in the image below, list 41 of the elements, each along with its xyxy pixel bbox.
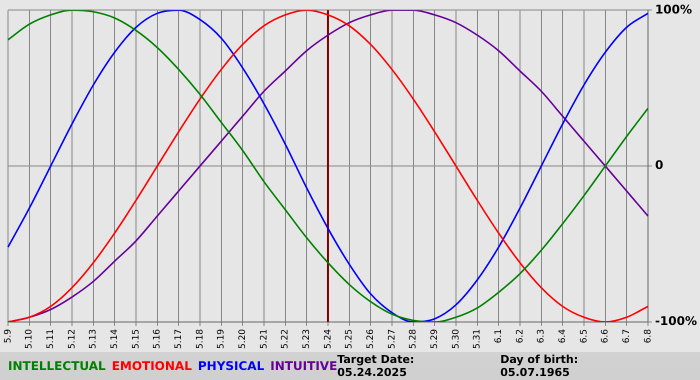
x-tick-label: 5.9 <box>3 328 14 344</box>
x-tick-label: 5.20 <box>238 328 248 350</box>
x-tick-label: 5.25 <box>344 328 355 350</box>
text: Target Date: 05.24.2025 <box>337 353 416 379</box>
x-tick-label: 6.7 <box>622 328 632 344</box>
x-tick-label: 5.19 <box>216 328 227 350</box>
x-tick-label: 5.23 <box>302 328 312 350</box>
x-tick-label: 5.12 <box>67 328 78 350</box>
x-tick-label: 6.2 <box>515 328 526 344</box>
x-tick-label: 6.8 <box>643 328 654 344</box>
text: EMOTIONAL <box>112 359 192 373</box>
x-tick-label: 5.17 <box>174 328 184 350</box>
text: PHYSICAL <box>198 359 264 373</box>
text: INTUITIVE <box>270 359 338 373</box>
line-series <box>7 10 649 322</box>
x-tick-label: 5.21 <box>259 328 270 350</box>
x-tick-label: 5.26 <box>366 328 376 350</box>
y-tick-label: -100% <box>654 314 698 328</box>
text: Day of birth: 05.07.1965 <box>500 353 580 379</box>
y-tick-label: 100% <box>654 2 692 16</box>
x-tick-label: 5.27 <box>387 328 398 350</box>
x-tick-label: 6.1 <box>494 328 504 344</box>
x-tick-label: 5.22 <box>280 328 291 350</box>
x-tick-label: 5.28 <box>408 328 419 350</box>
y-tick-label: 0 <box>654 158 664 172</box>
x-tick-label: 5.16 <box>152 328 163 350</box>
x-tick-label: 5.10 <box>24 328 35 350</box>
x-tick-label: 5.14 <box>110 328 120 350</box>
x-tick-label: 6.6 <box>600 328 611 344</box>
x-tick-label: 5.24 <box>323 328 334 350</box>
x-tick-label: 5.31 <box>472 328 483 350</box>
x-tick-label: 5.30 <box>451 328 462 350</box>
x-tick-label: 5.13 <box>88 328 99 350</box>
x-tick-label: 5.18 <box>195 328 206 350</box>
text: INTELLECTUAL <box>8 359 106 373</box>
x-tick-label: 5.11 <box>46 328 56 350</box>
x-tick-label: 5.15 <box>131 328 142 350</box>
x-tick-label: 6.3 <box>536 328 547 344</box>
x-tick-label: 5.29 <box>430 328 440 350</box>
x-tick-label: 6.4 <box>558 328 568 344</box>
x-tick-label: 6.5 <box>579 328 590 344</box>
